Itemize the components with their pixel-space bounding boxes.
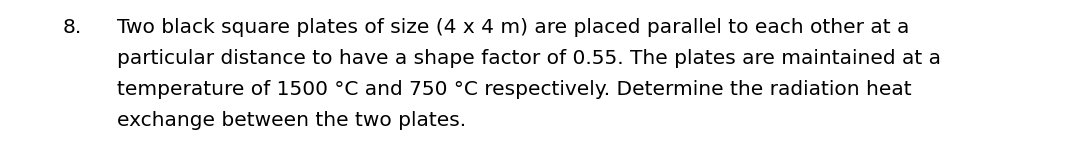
Text: temperature of 1500 °C and 750 °C respectively. Determine the radiation heat: temperature of 1500 °C and 750 °C respec… bbox=[117, 80, 912, 99]
Text: exchange between the two plates.: exchange between the two plates. bbox=[117, 111, 465, 130]
Text: particular distance to have a shape factor of 0.55. The plates are maintained at: particular distance to have a shape fact… bbox=[117, 49, 941, 68]
Text: Two black square plates of size (4 x 4 m) are placed parallel to each other at a: Two black square plates of size (4 x 4 m… bbox=[117, 18, 909, 37]
Text: 8.: 8. bbox=[63, 18, 82, 37]
